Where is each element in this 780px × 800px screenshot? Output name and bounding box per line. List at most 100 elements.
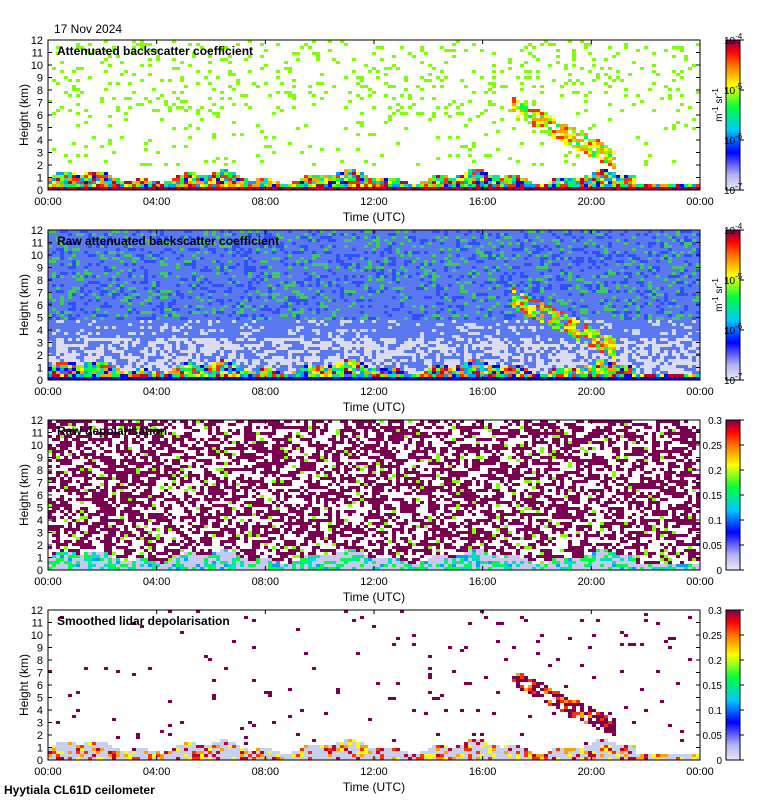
colorbar-tick-label: 10-5 (724, 272, 743, 287)
y-tick-label: 9 (37, 453, 43, 465)
y-axis-label: Height (km) (17, 464, 31, 526)
y-tick-label: 4 (37, 705, 43, 717)
x-tick-label: 04:00 (143, 386, 171, 398)
y-axis-label: Height (km) (17, 654, 31, 716)
x-tick-label: 12:00 (360, 386, 388, 398)
colorbar-tick-label: 0.3 (708, 606, 722, 617)
colorbar (725, 419, 741, 571)
colorbar (725, 229, 741, 381)
y-tick-label: 2 (37, 730, 43, 742)
y-tick-label: 10 (31, 440, 43, 452)
colorbar-tick-label: 0.25 (703, 441, 723, 452)
colorbar-tick-label: 10-5 (724, 82, 743, 97)
y-tick-label: 0 (37, 185, 43, 197)
colorbar-tick-label: 10-6 (724, 322, 743, 337)
colorbar-tick-label: 0 (716, 566, 722, 577)
y-tick-label: 5 (37, 313, 43, 325)
x-tick-label: 16:00 (469, 196, 497, 208)
x-tick-label: 16:00 (469, 576, 497, 588)
y-tick-label: 7 (37, 98, 43, 110)
y-tick-label: 11 (32, 48, 43, 60)
x-tick-label: 00:00 (34, 386, 62, 398)
colorbar-tick-label: 10-6 (724, 132, 743, 147)
y-tick-label: 1 (37, 173, 43, 185)
y-tick-label: 4 (37, 325, 43, 337)
y-tick-label: 8 (37, 655, 43, 667)
y-tick-label: 10 (31, 60, 43, 72)
y-tick-label: 2 (37, 160, 43, 172)
y-tick-label: 12 (31, 225, 43, 237)
y-tick-label: 5 (37, 123, 43, 135)
colorbar-tick-label: 0.15 (703, 681, 723, 692)
y-tick-label: 9 (37, 643, 43, 655)
x-tick-label: 00:00 (34, 576, 62, 588)
heatmap-field (48, 230, 700, 380)
x-tick-label: 04:00 (143, 576, 171, 588)
y-tick-label: 0 (37, 565, 43, 577)
y-tick-label: 1 (37, 363, 43, 375)
heatmap-field (48, 610, 700, 760)
y-tick-label: 2 (37, 540, 43, 552)
y-tick-label: 6 (37, 680, 43, 692)
x-axis-label: Time (UTC) (343, 400, 405, 414)
y-tick-label: 6 (37, 300, 43, 312)
y-tick-label: 0 (37, 755, 43, 767)
x-tick-label: 20:00 (578, 576, 606, 588)
colorbar (725, 609, 741, 761)
x-axis-label: Time (UTC) (343, 590, 405, 604)
x-tick-label: 00:00 (34, 766, 62, 778)
colorbar (725, 39, 741, 191)
x-tick-label: 20:00 (578, 386, 606, 398)
y-tick-label: 8 (37, 275, 43, 287)
y-tick-label: 8 (37, 85, 43, 97)
y-tick-label: 11 (32, 618, 43, 630)
x-tick-label: 12:00 (360, 576, 388, 588)
colorbar-unit-label: m-1 sr-1 (711, 278, 725, 312)
y-tick-label: 9 (37, 263, 43, 275)
plot-area (48, 610, 700, 760)
y-tick-label: 5 (37, 503, 43, 515)
y-tick-label: 9 (37, 73, 43, 85)
y-tick-label: 12 (31, 415, 43, 427)
y-tick-label: 11 (32, 238, 43, 250)
x-tick-label: 08:00 (252, 576, 280, 588)
y-tick-label: 5 (37, 693, 43, 705)
y-tick-label: 7 (37, 288, 43, 300)
panel-title: Raw attenuated backscatter coefficient (57, 234, 279, 248)
y-tick-label: 1 (37, 553, 43, 565)
y-tick-label: 6 (37, 110, 43, 122)
y-tick-label: 3 (37, 338, 43, 350)
y-tick-label: 11 (32, 428, 43, 440)
x-tick-label: 08:00 (252, 766, 280, 778)
x-tick-label: 00:00 (686, 196, 714, 208)
x-axis-label: Time (UTC) (343, 780, 405, 794)
panel-title: Raw depolarisation (57, 424, 167, 438)
x-tick-label: 00:00 (686, 386, 714, 398)
x-tick-label: 16:00 (469, 766, 497, 778)
colorbar-tick-label: 0.2 (708, 656, 722, 667)
panel-title: Smoothed lidar depolarisation (57, 614, 230, 628)
y-axis-label: Height (km) (17, 274, 31, 336)
colorbar-tick-label: 10-7 (724, 182, 743, 197)
y-tick-label: 0 (37, 375, 43, 387)
colorbar-tick-label: 0.15 (703, 491, 723, 502)
x-tick-label: 12:00 (360, 766, 388, 778)
y-axis-label: Height (km) (17, 84, 31, 146)
x-tick-label: 08:00 (252, 386, 280, 398)
colorbar-tick-label: 10-4 (724, 32, 743, 47)
plot-area (48, 40, 700, 190)
panel-title: Attenuated backscatter coefficient (57, 44, 253, 58)
x-tick-label: 08:00 (252, 196, 280, 208)
y-tick-label: 1 (37, 743, 43, 755)
colorbar-tick-label: 0.2 (708, 466, 722, 477)
x-tick-label: 12:00 (360, 196, 388, 208)
colorbar-tick-label: 0.1 (708, 706, 722, 717)
x-tick-label: 20:00 (578, 766, 606, 778)
colorbar-tick-label: 10-4 (724, 222, 743, 237)
y-tick-label: 6 (37, 490, 43, 502)
footer-label: Hyytiala CL61D ceilometer (4, 783, 155, 797)
y-tick-label: 12 (31, 35, 43, 47)
y-tick-label: 8 (37, 465, 43, 477)
